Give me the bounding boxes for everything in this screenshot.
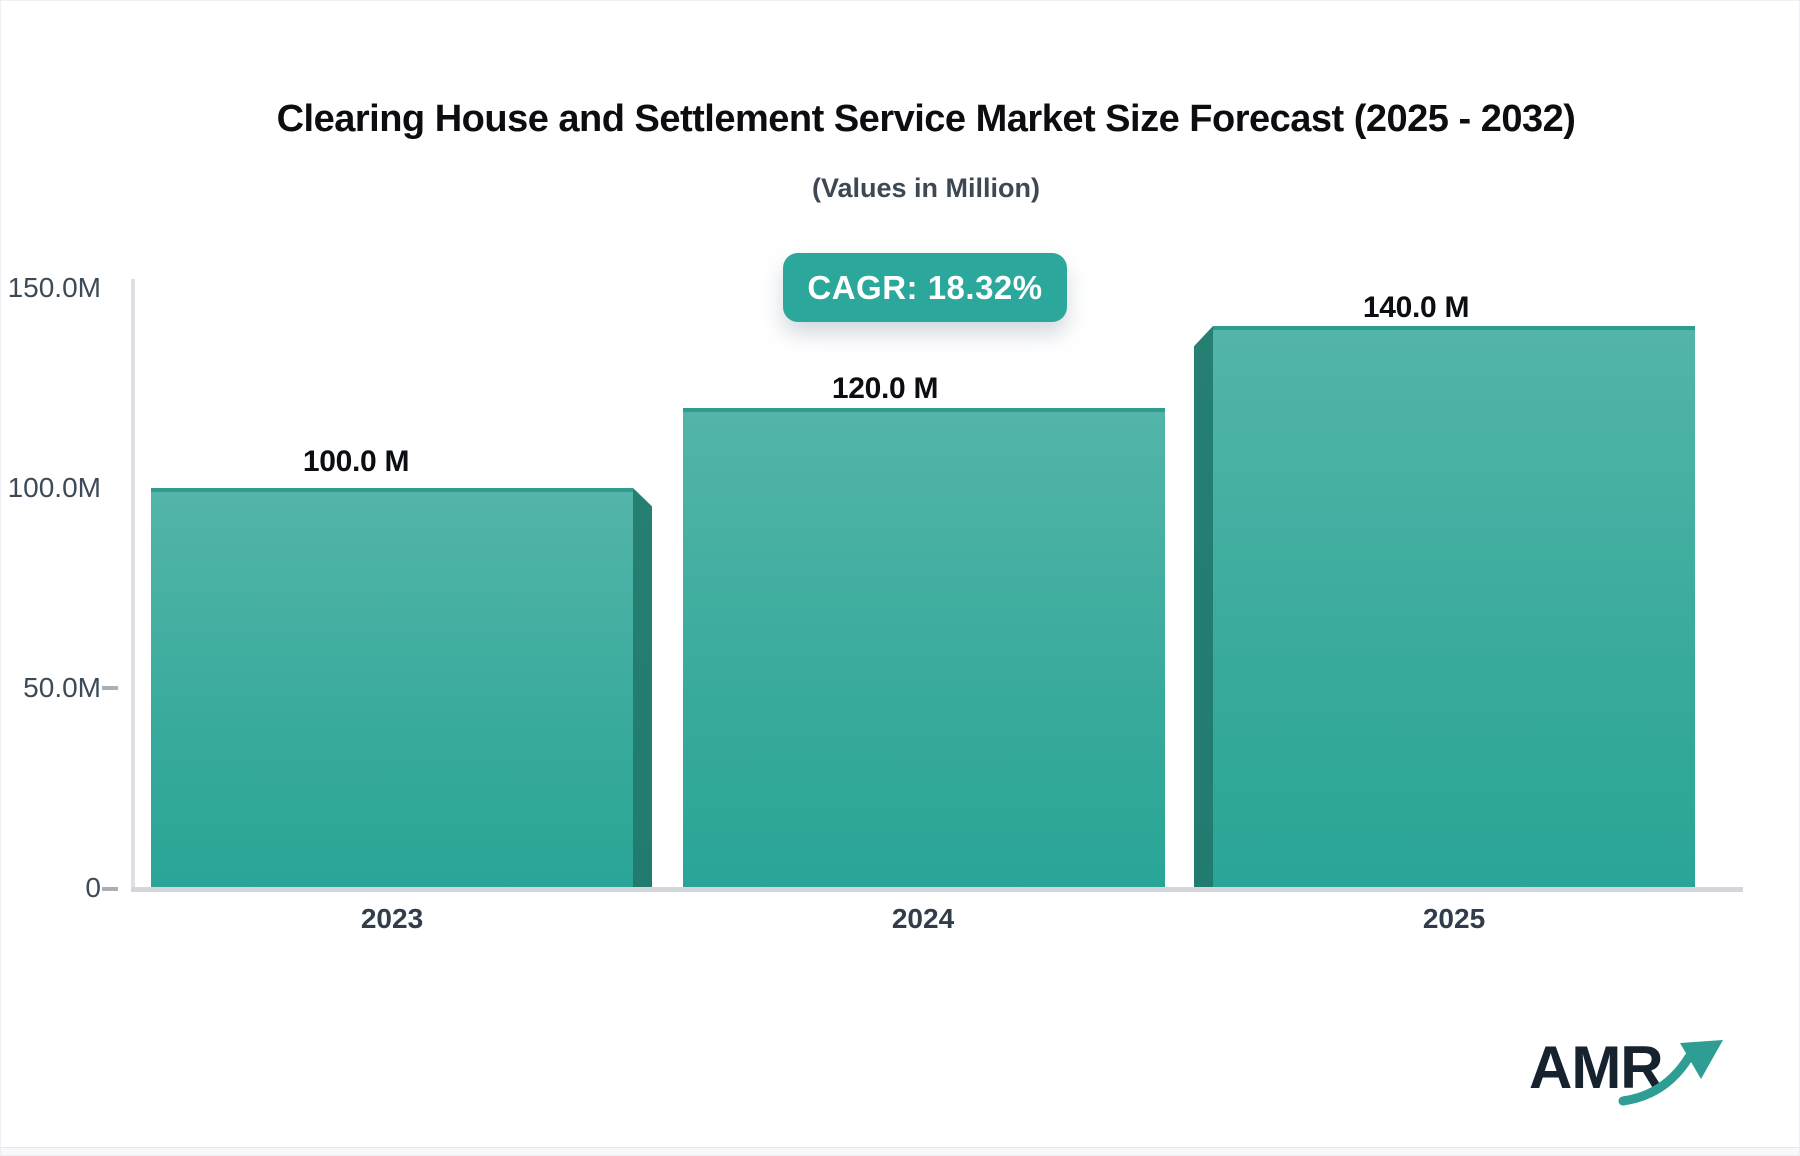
bar-2024-value-label: 120.0 M [831,372,939,405]
y-axis-tick-mark-0 [102,887,118,891]
y-axis-tick-label-150m: 150.0M [7,272,101,303]
x-axis-line [131,887,1743,892]
bar-2024[interactable] [683,408,1165,887]
y-axis-tick-label-100m: 100.0M [7,472,101,503]
y-axis-tick-label-0: 0 [85,872,101,903]
x-axis-label-2025: 2025 [1422,903,1486,934]
bar-2025[interactable] [1213,326,1695,887]
y-axis-tick-label-50m: 50.0M [23,672,101,703]
x-axis-label-2023: 2023 [360,903,424,934]
chart-subtitle: (Values in Million) [811,173,1041,203]
y-axis-line [131,279,135,891]
amr-logo-text: AMR [1529,1034,1664,1101]
amr-logo: AMR [1529,1031,1723,1111]
cagr-badge: CAGR: 18.32% [783,253,1067,322]
bar-2025-value-label: 140.0 M [1362,291,1470,324]
y-axis-tick-mark-50m [102,686,118,690]
x-axis-label-2024: 2024 [891,903,955,934]
trend-arrow-icon [1618,1040,1723,1106]
cagr-badge-label: CAGR: 18.32% [807,268,1043,306]
bar-2023-3d-side [633,488,652,887]
card-bottom-edge [1,1147,1799,1155]
bar-2025-3d-side [1194,326,1213,887]
chart-title: Clearing House and Settlement Service Ma… [276,98,1576,140]
bar-2023-value-label: 100.0 M [302,445,410,478]
bar-2023[interactable] [151,488,633,887]
